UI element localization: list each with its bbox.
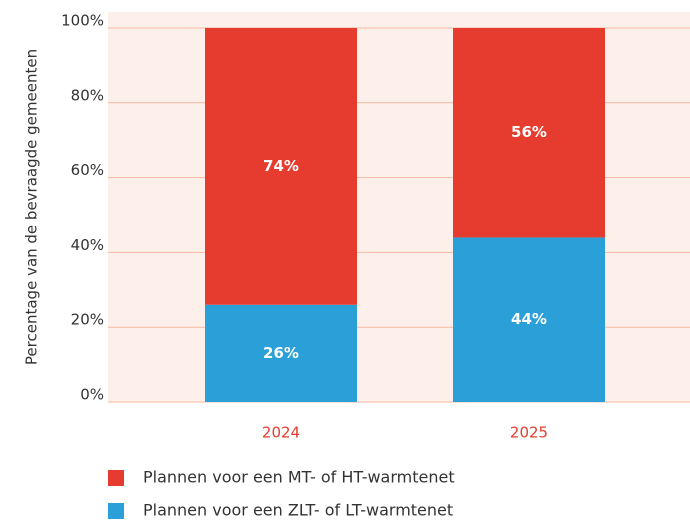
- x-tick-label: 2025: [510, 424, 548, 442]
- data-label: 26%: [263, 344, 299, 362]
- y-tick-label: 40%: [71, 236, 104, 254]
- bar-segment: [205, 304, 357, 402]
- legend-swatch: [108, 503, 124, 519]
- y-tick-label: 20%: [71, 311, 104, 329]
- y-axis-label: Percentage van de bevraagde gemeenten: [23, 49, 41, 365]
- y-tick-label: 60%: [71, 161, 104, 179]
- legend-label: Plannen voor een MT- of HT-warmtenet: [143, 468, 455, 487]
- y-tick-label: 0%: [80, 386, 104, 404]
- legend-swatch: [108, 470, 124, 486]
- x-tick-label: 2024: [262, 424, 300, 442]
- y-tick-label: 100%: [61, 12, 104, 30]
- bar-segment: [453, 28, 605, 238]
- data-label: 44%: [511, 310, 547, 328]
- data-label: 74%: [263, 157, 299, 175]
- bar-segment: [205, 28, 357, 305]
- data-label: 56%: [511, 123, 547, 141]
- legend-label: Plannen voor een ZLT- of LT-warmtenet: [143, 501, 453, 520]
- bar-segment: [453, 237, 605, 402]
- y-tick-label: 80%: [71, 86, 104, 104]
